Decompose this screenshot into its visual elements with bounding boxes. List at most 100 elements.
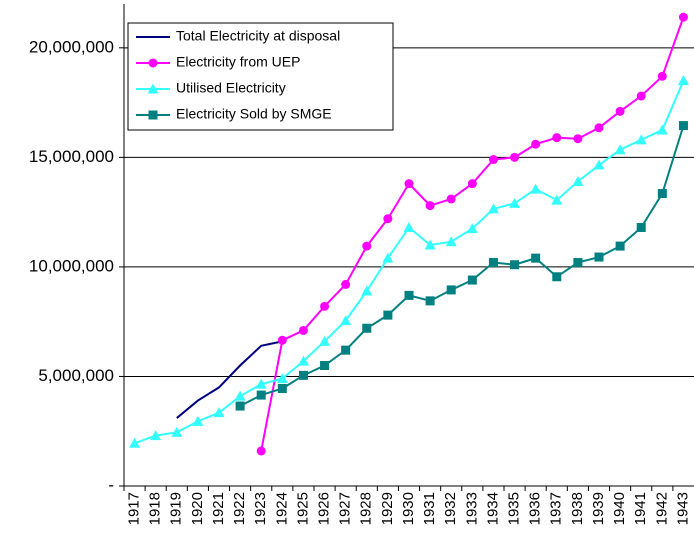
- x-tick-label: 1926: [316, 492, 333, 525]
- x-tick-label: 1928: [358, 492, 375, 525]
- point: [530, 183, 542, 194]
- point: [636, 91, 646, 101]
- point: [445, 236, 457, 247]
- point: [573, 258, 583, 268]
- point: [573, 134, 583, 144]
- point: [552, 272, 562, 282]
- point: [340, 315, 352, 326]
- point: [466, 223, 478, 234]
- point: [150, 430, 162, 441]
- x-tick-label: 1942: [653, 492, 670, 525]
- x-tick-label: 1934: [484, 492, 501, 525]
- point: [635, 134, 647, 145]
- point: [636, 222, 646, 232]
- legend-marker: [147, 83, 159, 94]
- point: [171, 426, 183, 437]
- x-tick-label: 1924: [273, 492, 290, 525]
- point: [615, 241, 625, 251]
- point: [594, 252, 604, 262]
- x-tick-label: 1938: [569, 492, 586, 525]
- x-tick-label: 1925: [294, 492, 311, 525]
- point: [425, 201, 435, 211]
- legend-label: Electricity from UEP: [176, 54, 300, 70]
- point: [297, 355, 309, 366]
- x-tick-label: 1919: [168, 492, 185, 525]
- y-tick-label: 10,000,000: [29, 256, 114, 275]
- point: [320, 361, 330, 370]
- x-tick-label: 1935: [506, 492, 523, 525]
- point: [404, 179, 414, 189]
- point: [657, 189, 667, 199]
- point: [298, 370, 308, 380]
- point: [362, 323, 372, 333]
- legend: Total Electricity at disposal Electricity…: [127, 22, 394, 131]
- y-tick-label: -: [108, 475, 114, 494]
- line: [176, 340, 283, 419]
- legend-box: [127, 22, 394, 131]
- legend-label: Utilised Electricity: [176, 80, 286, 96]
- point: [403, 221, 415, 232]
- x-tick-label: 1920: [189, 492, 206, 525]
- point: [487, 203, 499, 214]
- point: [657, 71, 667, 81]
- point: [383, 310, 393, 320]
- point: [234, 390, 246, 401]
- x-tick-label: 1941: [632, 492, 649, 525]
- series: [176, 340, 283, 419]
- series: [256, 12, 688, 456]
- point: [256, 446, 266, 456]
- point: [488, 258, 498, 268]
- point: [572, 175, 584, 186]
- point: [488, 155, 498, 165]
- point: [192, 415, 204, 426]
- point: [593, 159, 605, 170]
- x-tick-label: 1931: [421, 492, 438, 525]
- x-tick-label: 1929: [379, 492, 396, 525]
- x-tick-label: 1933: [463, 492, 480, 525]
- point: [509, 197, 521, 208]
- point: [552, 133, 562, 143]
- point: [510, 152, 520, 162]
- series: [129, 75, 689, 448]
- x-tick-label: 1930: [400, 492, 417, 525]
- legend-label: Total Electricity at disposal: [176, 28, 340, 44]
- line: [239, 125, 685, 407]
- legend-marker: [148, 58, 158, 68]
- point: [320, 301, 330, 311]
- point: [235, 401, 245, 411]
- point: [382, 252, 394, 263]
- point: [467, 179, 477, 189]
- point: [531, 139, 541, 149]
- point: [362, 241, 372, 251]
- point: [678, 121, 688, 131]
- y-tick-label: 20,000,000: [29, 37, 114, 56]
- x-tick-label: 1939: [590, 492, 607, 525]
- legend-marker: [148, 110, 158, 120]
- point: [446, 285, 456, 295]
- point: [298, 325, 308, 335]
- y-tick-label: 5,000,000: [38, 366, 114, 385]
- point: [361, 285, 373, 296]
- point: [383, 214, 393, 224]
- y-tick-label: 15,000,000: [29, 147, 114, 166]
- series: [235, 121, 688, 411]
- x-tick-label: 1921: [210, 492, 227, 525]
- point: [594, 123, 604, 133]
- point: [319, 335, 331, 346]
- x-tick-label: 1917: [126, 492, 143, 525]
- point: [510, 260, 520, 270]
- point: [341, 345, 351, 355]
- point: [446, 194, 456, 204]
- point: [467, 275, 477, 285]
- point: [551, 194, 563, 205]
- point: [614, 144, 626, 155]
- legend-label: Electricity Sold by SMGE: [176, 106, 332, 122]
- point: [656, 124, 668, 135]
- point: [213, 407, 225, 418]
- x-tick-label: 1932: [442, 492, 459, 525]
- x-tick-label: 1937: [548, 492, 565, 525]
- point: [256, 390, 266, 400]
- x-tick-label: 1918: [147, 492, 164, 525]
- x-tick-label: 1923: [252, 492, 269, 525]
